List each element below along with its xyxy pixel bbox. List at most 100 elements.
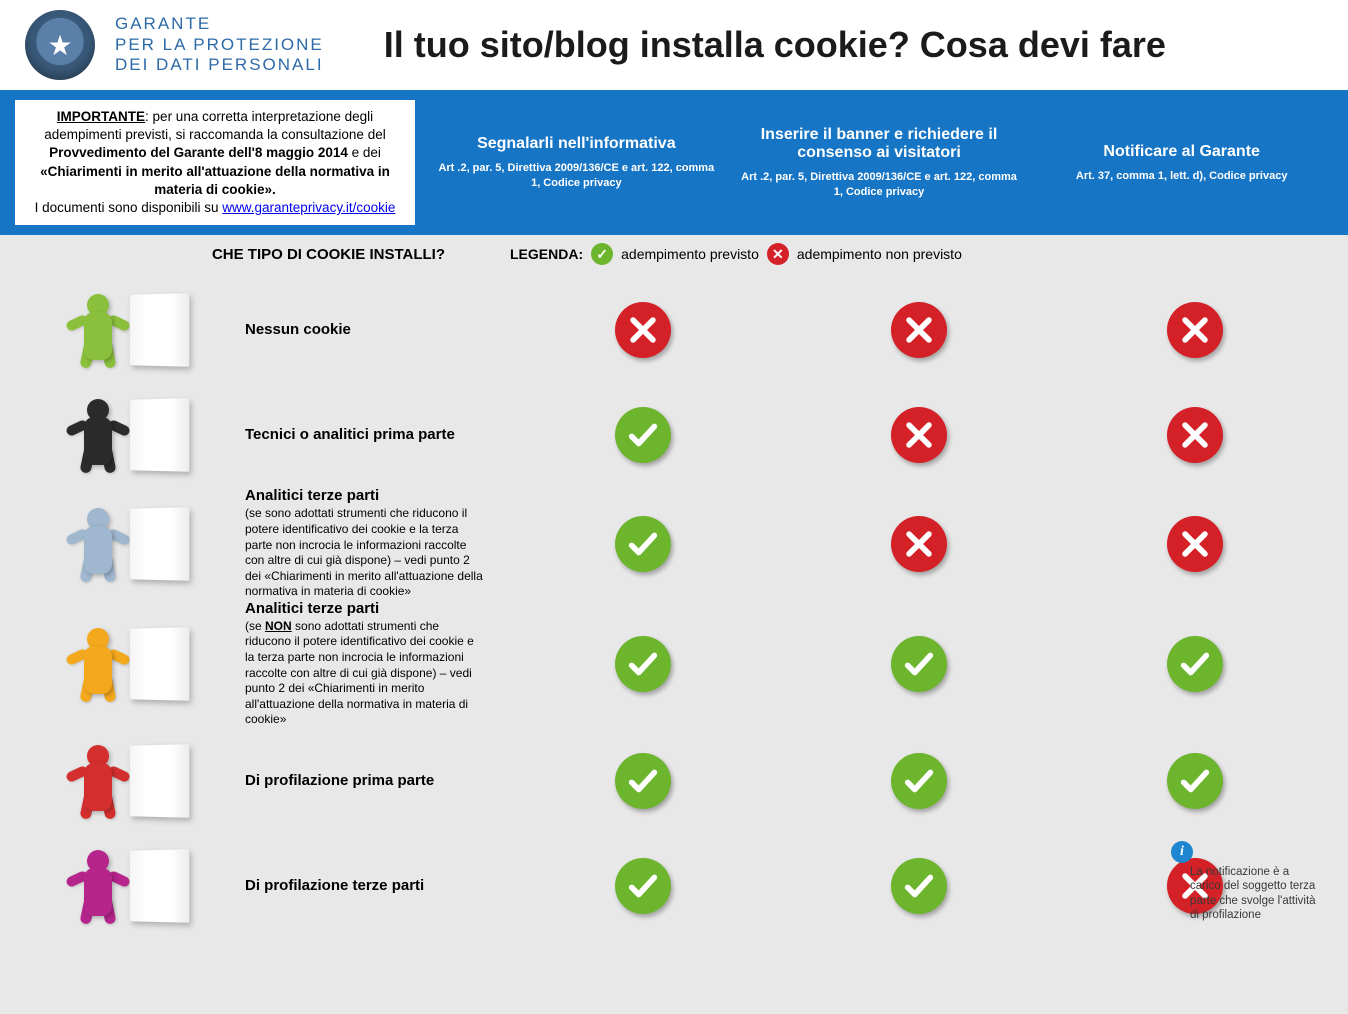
- row-cells: [505, 302, 1333, 358]
- x-icon: [615, 302, 671, 358]
- table-row: Analitici terze parti (se sono adottati …: [15, 487, 1333, 600]
- cell: [1057, 753, 1333, 809]
- column-header: Segnalarli nell'informativa Art .2, par. …: [425, 100, 728, 225]
- cell: [781, 753, 1057, 809]
- cell: [505, 516, 781, 572]
- paper-icon: [129, 507, 188, 581]
- row-icon: [15, 628, 245, 700]
- cell: [1057, 636, 1333, 692]
- check-icon: ✓: [591, 243, 613, 265]
- cookie-matrix: Nessun cookie Tecnici o analitici prima …: [0, 277, 1348, 958]
- column-subtitle: Art. 37, comma 1, lett. d), Codice priva…: [1040, 169, 1323, 183]
- cell: [505, 407, 781, 463]
- cell: [781, 516, 1057, 572]
- legend: LEGENDA: ✓ adempimento previsto ✕ adempi…: [470, 243, 1348, 265]
- agency-line: DEI DATI PERSONALI: [115, 55, 324, 75]
- paper-icon: [129, 849, 188, 923]
- column-title: Inserire il banner e richiedere il conse…: [738, 126, 1021, 162]
- table-row: Di profilazione terze parti iLa notifica…: [15, 833, 1333, 938]
- gingerbread-icon: [72, 399, 124, 471]
- agency-line: GARANTE: [115, 14, 324, 34]
- row-subtitle: (se NON sono adottati strumenti che ridu…: [245, 619, 485, 728]
- table-row: Tecnici o analitici prima parte: [15, 382, 1333, 487]
- row-icon: [15, 399, 245, 471]
- table-row: Nessun cookie: [15, 277, 1333, 382]
- cell: [1057, 407, 1333, 463]
- gingerbread-icon: [72, 850, 124, 922]
- row-label: Nessun cookie: [245, 321, 505, 338]
- row-label: Di profilazione prima parte: [245, 772, 505, 789]
- main-title: Il tuo sito/blog installa cookie? Cosa d…: [384, 24, 1166, 66]
- gingerbread-icon: [72, 294, 124, 366]
- check-icon: [891, 858, 947, 914]
- important-note: IMPORTANTE: per una corretta interpretaz…: [15, 100, 415, 225]
- row-icon: [15, 745, 245, 817]
- cell: [781, 302, 1057, 358]
- row-title: Tecnici o analitici prima parte: [245, 426, 485, 443]
- row-label: Analitici terze parti (se sono adottati …: [245, 487, 505, 600]
- check-icon: [615, 407, 671, 463]
- info-note: La notificazione è a carico del soggetto…: [1190, 865, 1318, 923]
- agency-name: GARANTE PER LA PROTEZIONE DEI DATI PERSO…: [115, 14, 324, 75]
- row-label: Analitici terze parti (se NON sono adott…: [245, 600, 505, 728]
- x-icon: [1167, 407, 1223, 463]
- row-title: Nessun cookie: [245, 321, 485, 338]
- check-icon: [891, 636, 947, 692]
- column-header: Notificare al Garante Art. 37, comma 1, l…: [1030, 100, 1333, 225]
- check-icon: [1167, 753, 1223, 809]
- row-title: Analitici terze parti: [245, 600, 485, 617]
- cell: [781, 636, 1057, 692]
- check-icon: [615, 753, 671, 809]
- table-row: Analitici terze parti (se NON sono adott…: [15, 600, 1333, 728]
- row-icon: [15, 294, 245, 366]
- column-title: Notificare al Garante: [1040, 143, 1323, 161]
- paper-icon: [129, 398, 188, 472]
- cell: [505, 753, 781, 809]
- agency-line: PER LA PROTEZIONE: [115, 35, 324, 55]
- cell: [781, 407, 1057, 463]
- x-icon: [1167, 516, 1223, 572]
- state-emblem-icon: ★: [25, 10, 95, 80]
- row-subtitle: (se sono adottati strumenti che riducono…: [245, 506, 485, 600]
- cell: [505, 302, 781, 358]
- row-title: Di profilazione terze parti: [245, 877, 485, 894]
- row-cells: [505, 407, 1333, 463]
- check-icon: [1167, 636, 1223, 692]
- column-header: Inserire il banner e richiedere il conse…: [728, 100, 1031, 225]
- column-subtitle: Art .2, par. 5, Direttiva 2009/136/CE e …: [435, 161, 718, 190]
- header: ★ GARANTE PER LA PROTEZIONE DEI DATI PER…: [0, 0, 1348, 90]
- cell: [505, 858, 781, 914]
- x-icon: [891, 407, 947, 463]
- cell: [781, 858, 1057, 914]
- paper-icon: [129, 293, 188, 367]
- cookie-link[interactable]: www.garanteprivacy.it/cookie: [222, 200, 395, 215]
- header-blue-bar: IMPORTANTE: per una corretta interpretaz…: [0, 90, 1348, 235]
- row-icon: [15, 508, 245, 580]
- table-row: Di profilazione prima parte: [15, 728, 1333, 833]
- gingerbread-icon: [72, 508, 124, 580]
- row-icon: [15, 850, 245, 922]
- column-title: Segnalarli nell'informativa: [435, 135, 718, 153]
- column-subtitle: Art .2, par. 5, Direttiva 2009/136/CE e …: [738, 170, 1021, 199]
- row-cells: [505, 636, 1333, 692]
- note-bold: «Chiarimenti in merito all'attuazione de…: [40, 164, 390, 197]
- info-icon: i: [1171, 841, 1193, 863]
- x-icon: [1167, 302, 1223, 358]
- legend-yes-text: adempimento previsto: [621, 246, 759, 262]
- note-text: I documenti sono disponibili su: [35, 200, 223, 215]
- legend-label: LEGENDA:: [510, 246, 583, 262]
- row-title: Di profilazione prima parte: [245, 772, 485, 789]
- row-label: Di profilazione terze parti: [245, 877, 505, 894]
- check-icon: [615, 636, 671, 692]
- x-icon: [891, 516, 947, 572]
- row-cells: [505, 516, 1333, 572]
- x-icon: ✕: [767, 243, 789, 265]
- column-headers: Segnalarli nell'informativa Art .2, par. …: [425, 100, 1333, 225]
- gingerbread-icon: [72, 628, 124, 700]
- cell: [505, 636, 781, 692]
- cell: [1057, 302, 1333, 358]
- paper-icon: [129, 627, 188, 701]
- cell: [1057, 516, 1333, 572]
- note-text: e dei: [348, 145, 381, 160]
- check-icon: [615, 858, 671, 914]
